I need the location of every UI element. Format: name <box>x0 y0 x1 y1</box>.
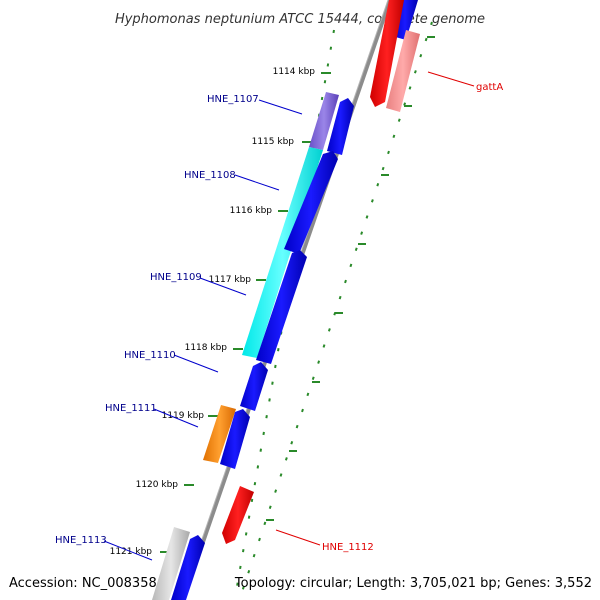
kbp-label-1116: 1116 kbp <box>230 206 273 216</box>
kbp-label-1120: 1120 kbp <box>136 480 179 490</box>
gene-blue-5[interactable] <box>220 409 250 469</box>
kbp-label-1119: 1119 kbp <box>162 411 205 421</box>
gene-hne-1108-1109[interactable] <box>242 147 323 358</box>
label-hne-1110[interactable]: HNE_1110 <box>124 350 176 361</box>
kbp-scale: 1114 kbp 1115 kbp 1116 kbp 1117 kbp 1118… <box>110 67 331 557</box>
label-hne-1108[interactable]: HNE_1108 <box>184 170 236 181</box>
gene-blue-6[interactable] <box>171 535 205 600</box>
gene-gatta-shadow[interactable] <box>386 30 420 112</box>
inner-scale-marks <box>266 36 435 521</box>
kbp-label-1117: 1117 kbp <box>209 275 252 285</box>
forward-genes <box>171 0 418 600</box>
label-hne-1113[interactable]: HNE_1113 <box>55 535 107 546</box>
gene-blue-top[interactable] <box>392 0 418 40</box>
label-hne-1111[interactable]: HNE_1111 <box>105 403 157 414</box>
reverse-genes <box>152 92 339 600</box>
gene-hne-1111[interactable] <box>203 405 236 463</box>
gene-hne-1113[interactable] <box>152 527 190 600</box>
footer-summary: Topology: circular; Length: 3,705,021 bp… <box>234 576 592 591</box>
kbp-label-1114: 1114 kbp <box>273 67 316 77</box>
gene-blue-4[interactable] <box>240 362 268 411</box>
map-title: Hyphomonas neptunium ATCC 15444, complet… <box>115 12 485 27</box>
gene-blue-3[interactable] <box>256 250 307 364</box>
footer-accession: Accession: NC_008358 <box>9 576 157 591</box>
gene-hne-1112[interactable] <box>222 486 254 544</box>
gene-blue-1[interactable] <box>327 98 354 155</box>
red-genes <box>222 0 420 544</box>
leader-lines <box>103 71 475 561</box>
gene-blue-2[interactable] <box>284 151 338 254</box>
kbp-label-1118: 1118 kbp <box>185 343 228 353</box>
kbp-label-1115: 1115 kbp <box>252 137 295 147</box>
label-gatta[interactable]: gattA <box>476 82 503 93</box>
label-hne-1109[interactable]: HNE_1109 <box>150 272 202 283</box>
label-hne-1107[interactable]: HNE_1107 <box>207 94 259 105</box>
label-hne-1112[interactable]: HNE_1112 <box>322 542 374 553</box>
gene-labels: HNE_1107 HNE_1108 HNE_1109 HNE_1110 HNE_… <box>55 82 503 553</box>
gene-hne-1107[interactable] <box>309 92 339 150</box>
gene-gatta[interactable] <box>370 0 404 107</box>
